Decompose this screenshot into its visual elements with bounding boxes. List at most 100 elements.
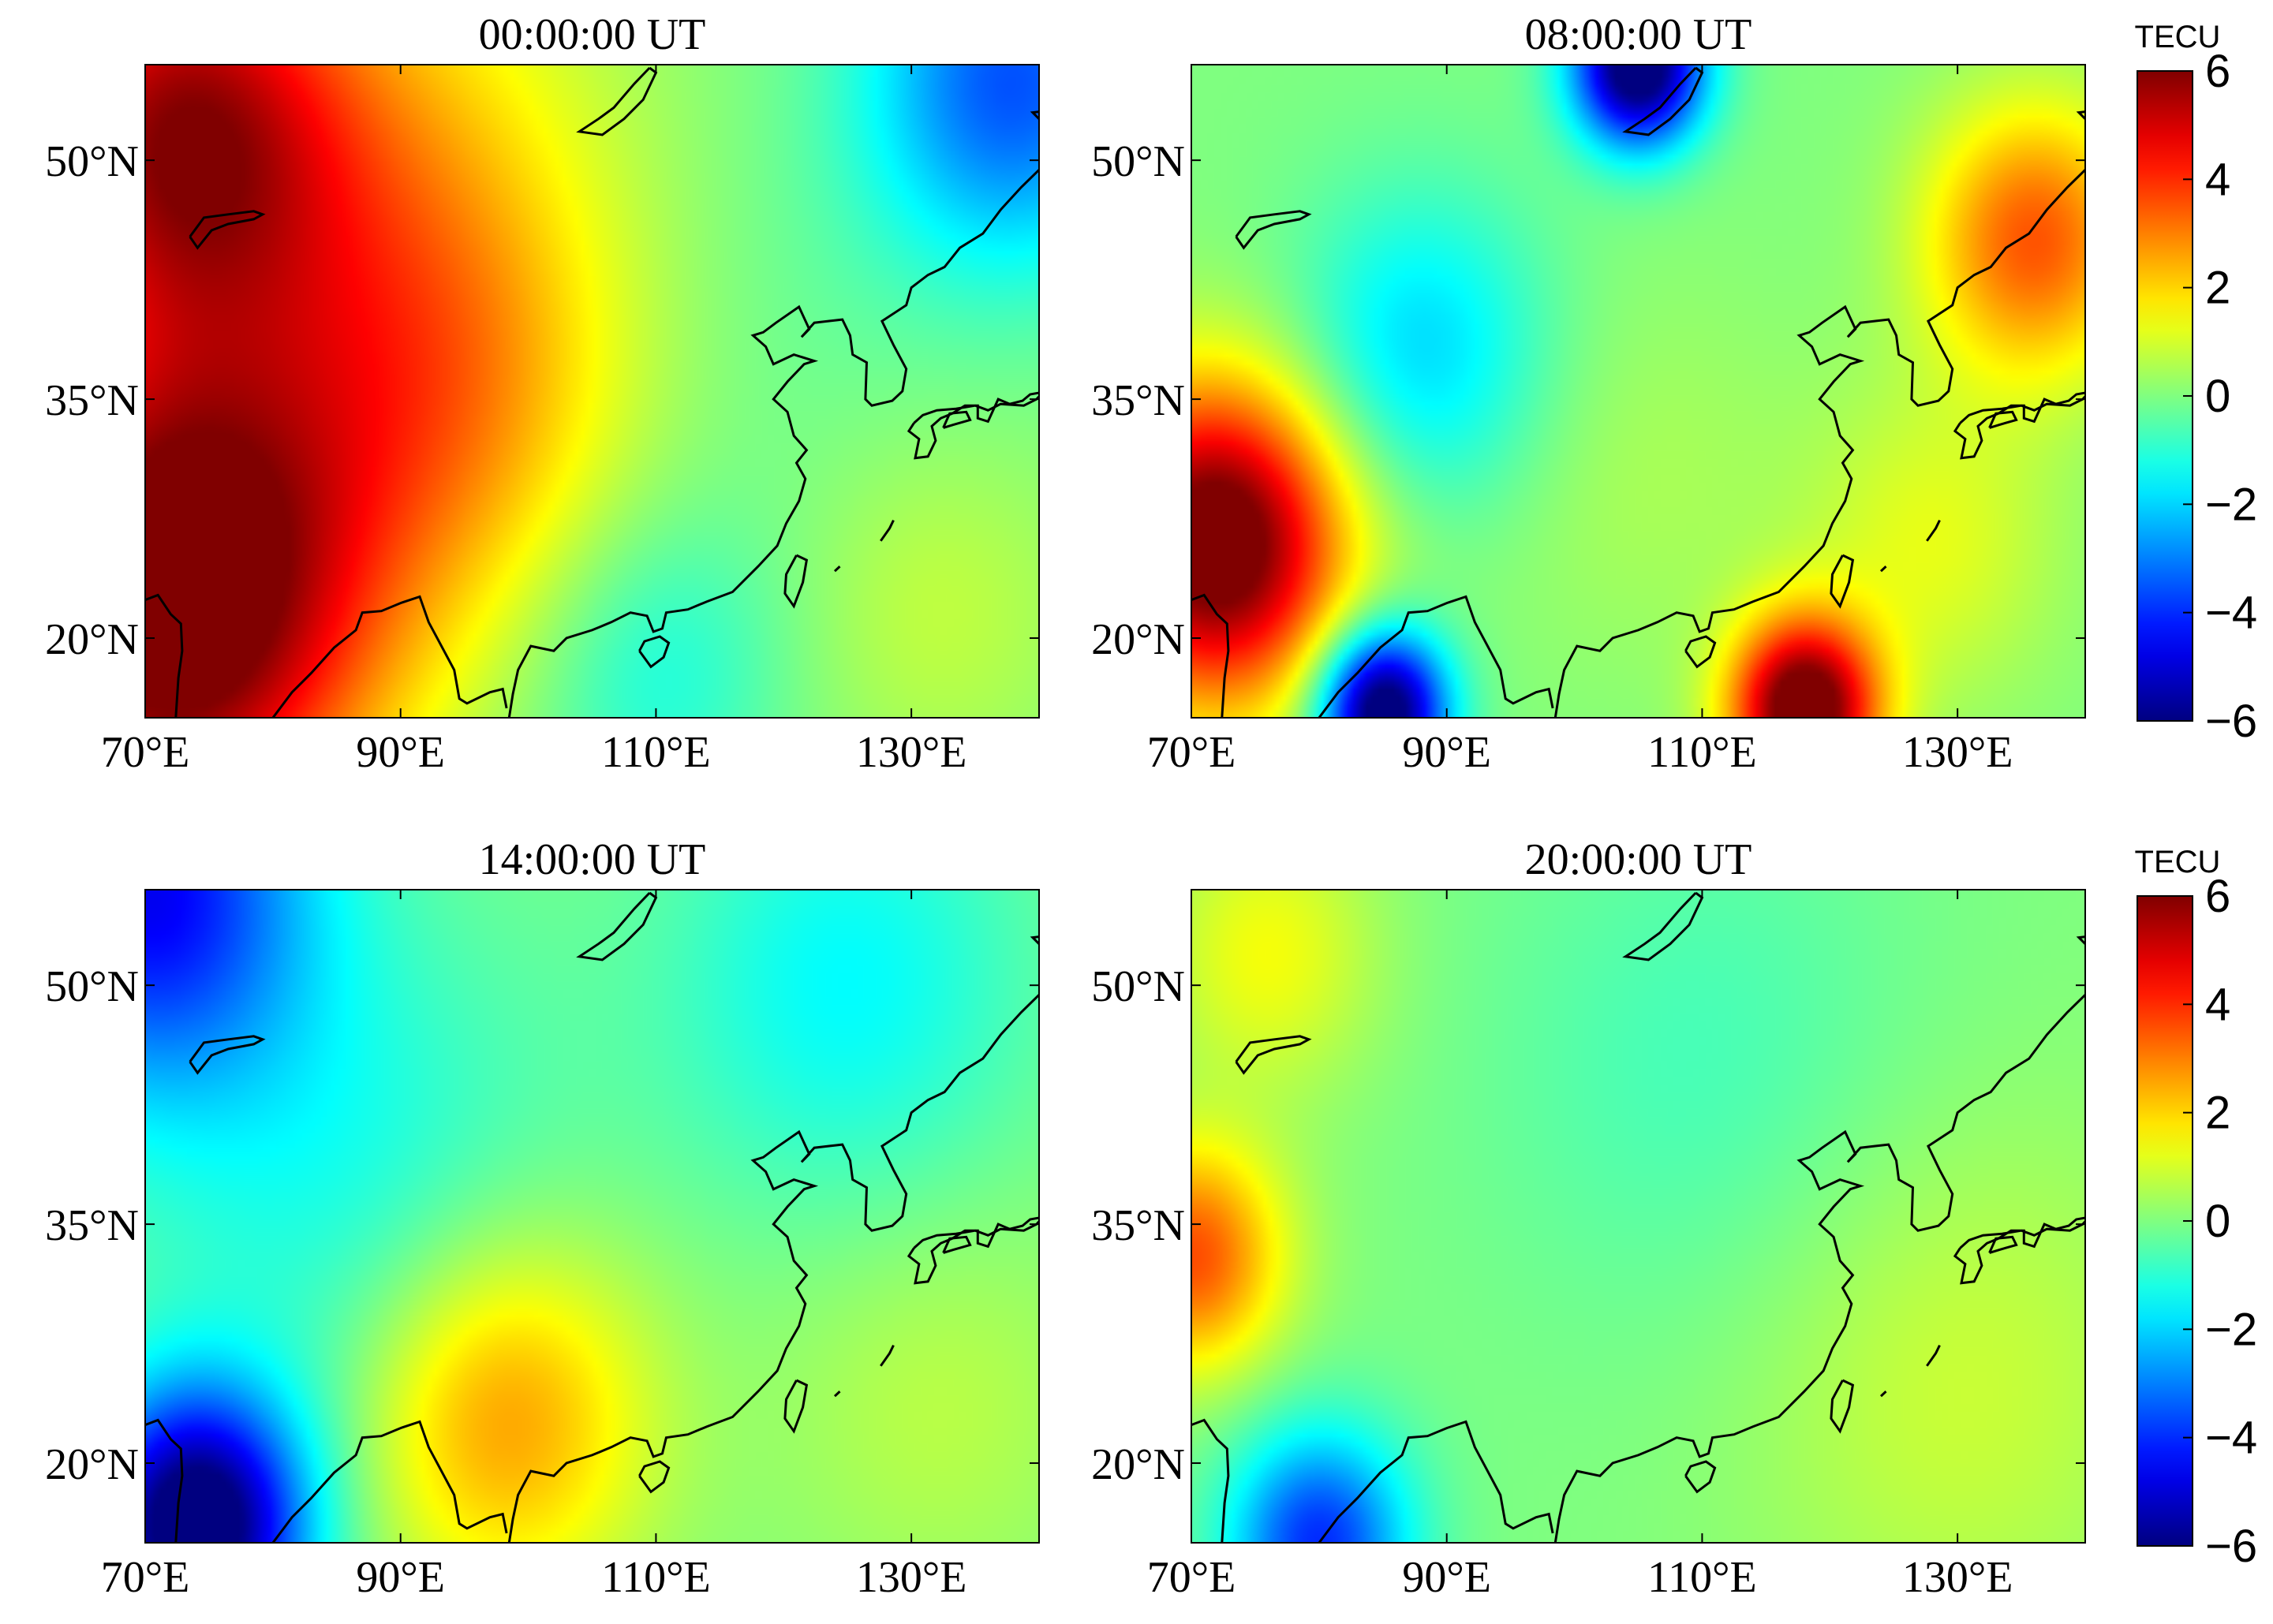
panel-title: 08:00:00 UT (1525, 10, 1752, 59)
coastline-balkhash (1235, 1035, 1312, 1075)
coastline-bay-of-bengal (1318, 595, 1554, 718)
coastline-japan (1953, 391, 2085, 460)
y-tick-label: 50°N (1091, 962, 1185, 1011)
x-tick-label: 70°E (1147, 728, 1236, 777)
coastline-ryukyu (880, 519, 895, 542)
axes-frame (144, 64, 1040, 719)
axes-frame (1191, 64, 2086, 719)
x-tick-label: 90°E (1402, 728, 1491, 777)
colorbar-tick-label: −2 (2205, 1304, 2257, 1355)
coastline-ryukyu-south (833, 566, 841, 573)
x-tick-label: 130°E (856, 728, 967, 777)
colorbar-tick-label: −4 (2205, 1413, 2257, 1464)
colorbar-tick-label: 2 (2205, 1088, 2230, 1139)
coastline-hainan (1684, 1460, 1717, 1494)
coastline-shikoku (1988, 410, 2018, 429)
y-tick-label: 35°N (1091, 1201, 1185, 1250)
coastline-bay-of-bengal (271, 1420, 508, 1543)
panel-title: 00:00:00 UT (479, 10, 706, 59)
y-tick-label: 50°N (1091, 137, 1185, 186)
coastline-hainan (1684, 635, 1717, 669)
coastline-indian-subcontinent (1191, 593, 1230, 718)
colorbar-tick-label: −4 (2205, 588, 2257, 639)
x-tick-label: 130°E (856, 1553, 967, 1602)
coastline-main (1553, 994, 2085, 1543)
colorbar-unit-label: TECU (2135, 20, 2221, 54)
map-panel: 08:00:00 UT 70°E 90°E 110°E 130°E 20°N 35°N 50°… (1091, 10, 2086, 777)
coastline-japan (907, 391, 1039, 460)
x-tick-label: 110°E (1647, 728, 1757, 777)
x-tick-label: 70°E (101, 1553, 190, 1602)
coastline-shikoku (942, 410, 972, 429)
coastline-indian-subcontinent (145, 1418, 184, 1543)
map-panel: 00:00:00 UT 70°E 90°E 110°E 130°E 20°N 35°N 50°… (45, 10, 1040, 777)
tec-heatmap (1191, 890, 2085, 1543)
colorbar-tick-label: −6 (2205, 1521, 2257, 1572)
colorbar-tick-label: 0 (2205, 371, 2230, 422)
x-tick-label: 130°E (1902, 1553, 2013, 1602)
coastline-sakhalin (1030, 110, 1039, 121)
axes-frame (144, 889, 1040, 1544)
x-tick-label: 70°E (1147, 1553, 1236, 1602)
y-tick-label: 20°N (1091, 615, 1185, 664)
coastline-ryukyu (1926, 1344, 1941, 1367)
colorbar-tick-label: 4 (2205, 154, 2230, 205)
coastline-sakhalin (1030, 935, 1039, 946)
y-tick-label: 20°N (1091, 1440, 1185, 1489)
coastlines (1191, 66, 2085, 718)
axes-frame (1191, 889, 2086, 1544)
coastline-main (507, 169, 1039, 718)
coastline-ryukyu-south (1879, 1391, 1887, 1398)
x-tick-label: 110°E (1647, 1553, 1757, 1602)
colorbar-tick-label: −2 (2205, 479, 2257, 530)
x-tick-label: 110°E (601, 1553, 711, 1602)
coastline-baikal-north (576, 66, 658, 136)
coastline-hainan (638, 1460, 671, 1494)
coastline-indian-subcontinent (1191, 1418, 1230, 1543)
y-tick-label: 50°N (45, 962, 139, 1011)
coastline-sakhalin (2076, 935, 2085, 946)
tec-heatmap (145, 65, 1039, 718)
coastline-shikoku (942, 1235, 972, 1254)
coastline-bay-of-bengal (271, 595, 508, 718)
coastline-main (1553, 169, 2085, 718)
x-tick-label: 130°E (1902, 728, 2013, 777)
coastline-japan (907, 1216, 1039, 1285)
coastline-taiwan (1830, 554, 1855, 609)
coastline-main (507, 994, 1039, 1543)
coastline-hainan (638, 635, 671, 669)
coastline-ryukyu (880, 1344, 895, 1367)
coastline-bay-of-bengal (1318, 1420, 1554, 1543)
coastlines (145, 66, 1039, 718)
colorbar-tick-label: −6 (2205, 696, 2257, 747)
y-tick-label: 20°N (45, 1440, 139, 1489)
coastline-indian-subcontinent (145, 593, 184, 718)
coastline-shikoku (1988, 1235, 2018, 1254)
colorbar-tick-label: 2 (2205, 263, 2230, 314)
coastline-baikal-north (1622, 891, 1704, 961)
colorbar-tick-label: 6 (2205, 46, 2230, 97)
coastline-japan (1953, 1216, 2085, 1285)
coastlines (1191, 891, 2085, 1543)
colorbar-tick-label: 0 (2205, 1196, 2230, 1247)
coastline-sakhalin (2076, 110, 2085, 121)
y-tick-label: 35°N (1091, 376, 1185, 425)
coastline-baikal-north (1622, 66, 1704, 136)
panel-title: 14:00:00 UT (479, 835, 706, 884)
map-panel: 14:00:00 UT 70°E 90°E 110°E 130°E 20°N 35°N 50°… (45, 835, 1040, 1602)
x-tick-label: 90°E (1402, 1553, 1491, 1602)
panel-title: 20:00:00 UT (1525, 835, 1752, 884)
coastline-taiwan (783, 1379, 809, 1434)
tec-heatmap (1191, 65, 2085, 718)
coastline-ryukyu (1926, 519, 1941, 542)
coastline-balkhash (189, 210, 266, 250)
coastline-ryukyu-south (833, 1391, 841, 1398)
coastline-ryukyu-south (1879, 566, 1887, 573)
x-tick-label: 110°E (601, 728, 711, 777)
x-tick-label: 70°E (101, 728, 190, 777)
y-tick-label: 35°N (45, 376, 139, 425)
tec-heatmap (145, 890, 1039, 1543)
coastline-balkhash (189, 1035, 266, 1075)
